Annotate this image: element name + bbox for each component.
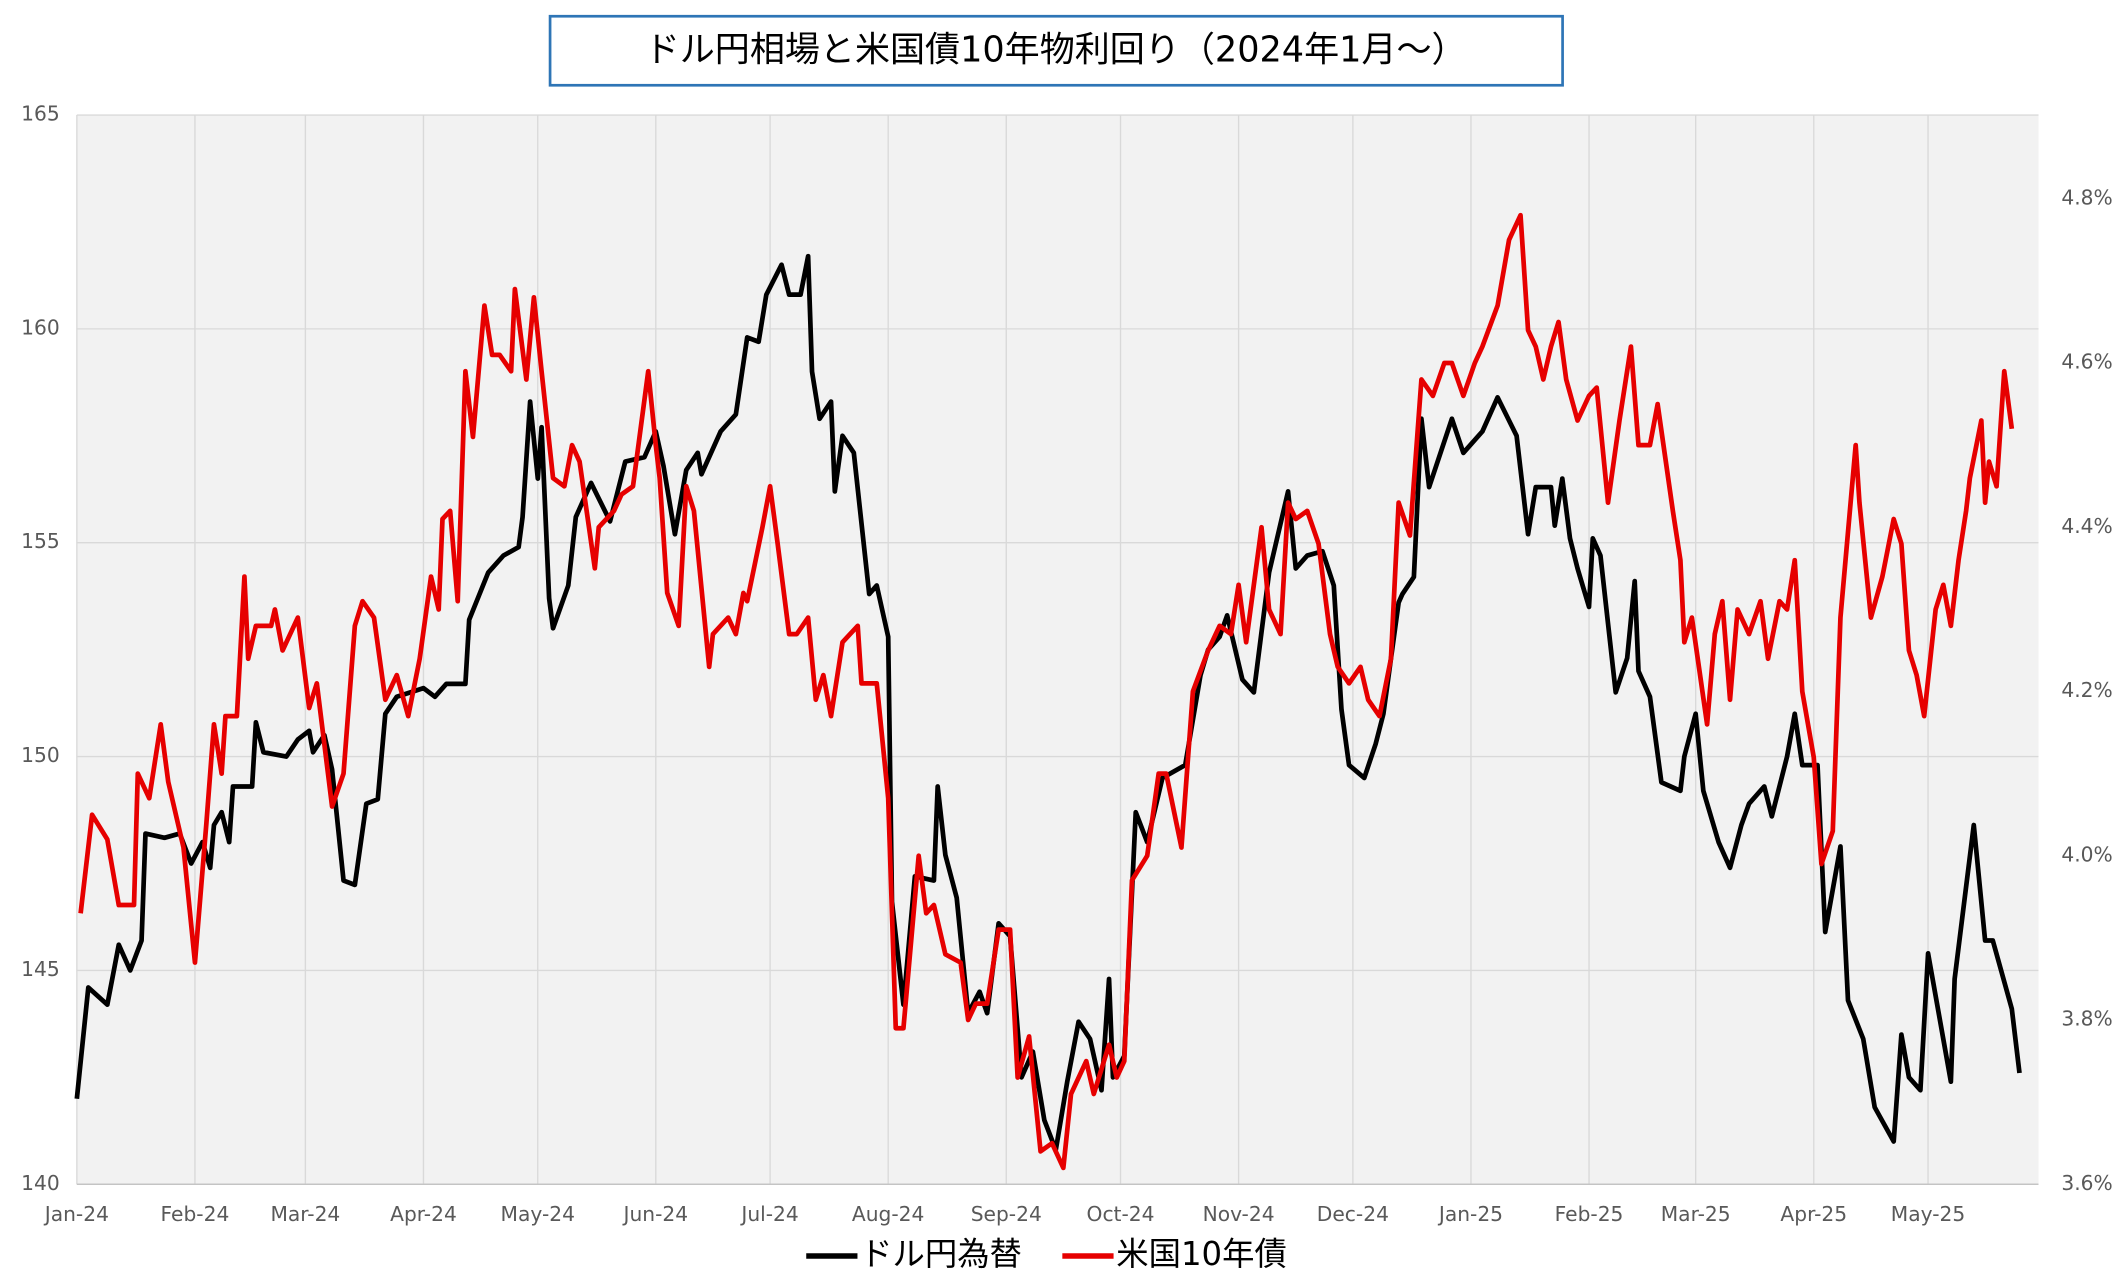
x-tick-label: Feb-25: [1555, 1202, 1624, 1226]
chart-title: ドル円相場と米国債10年物利回り（2024年1月～）: [645, 29, 1467, 70]
x-tick-label: Jan-25: [1437, 1202, 1503, 1226]
y-tick-label: 150: [21, 743, 60, 767]
legend-label: 米国10年債: [1116, 1235, 1287, 1273]
x-tick-label: Apr-24: [390, 1202, 457, 1226]
x-tick-label: Apr-25: [1780, 1202, 1847, 1226]
x-tick-label: Oct-24: [1087, 1202, 1155, 1226]
x-tick-label: May-25: [1891, 1202, 1965, 1226]
x-tick-label: Jun-24: [622, 1202, 689, 1226]
y2-tick-label: 3.6%: [2061, 1171, 2112, 1195]
plot-area: [76, 115, 2039, 1185]
x-tick-label: Mar-24: [270, 1202, 340, 1226]
y2-tick-label: 4.2%: [2061, 678, 2112, 702]
x-tick-label: Sep-24: [971, 1202, 1042, 1226]
lines: [74, 212, 2022, 1171]
y2-tick-label: 3.8%: [2061, 1006, 2112, 1030]
y2-tick-label: 4.0%: [2061, 842, 2112, 866]
x-tick-label: May-24: [501, 1202, 575, 1226]
y-tick-label: 140: [21, 1171, 60, 1195]
series-line: [74, 253, 2022, 1153]
x-tick-label: Jul-24: [739, 1202, 798, 1226]
series-line: [78, 212, 2015, 1171]
y-tick-label: 160: [21, 315, 60, 339]
x-tick-label: Jan-24: [43, 1202, 109, 1226]
y-tick-label: 155: [21, 529, 60, 553]
y-tick-label: 165: [21, 102, 60, 126]
labels: Jan-24 Feb-24 Mar-24 Apr-24 May-24 Jun-24 Jul-…: [21, 102, 2113, 1274]
y2-tick-label: 4.8%: [2061, 185, 2112, 209]
x-tick-label: Feb-24: [161, 1202, 230, 1226]
x-tick-label: Nov-24: [1203, 1202, 1275, 1226]
x-tick-label: Mar-25: [1661, 1202, 1731, 1226]
y2-tick-label: 4.6%: [2061, 350, 2112, 374]
y-tick-label: 145: [21, 957, 60, 981]
x-tick-label: Aug-24: [852, 1202, 924, 1226]
y2-tick-label: 4.4%: [2061, 514, 2112, 538]
x-tick-label: Dec-24: [1317, 1202, 1389, 1226]
grid: [76, 114, 2039, 1185]
legend-label: ドル円為替: [860, 1235, 1022, 1273]
title-box: [548, 14, 1564, 87]
